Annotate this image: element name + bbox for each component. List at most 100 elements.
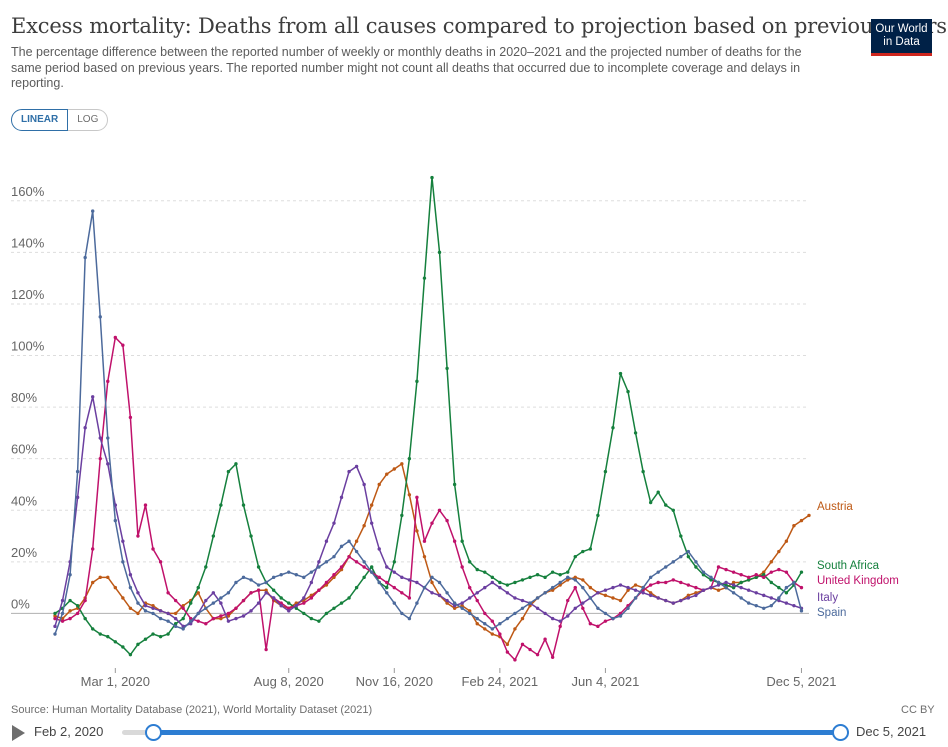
spain-point <box>543 591 547 595</box>
united-kingdom-point <box>437 508 442 512</box>
spain-point <box>400 611 404 616</box>
united-kingdom-point <box>543 637 547 641</box>
italy-point <box>339 495 344 500</box>
italy-label: Italy <box>817 592 838 604</box>
italy-point <box>407 578 412 582</box>
italy-point <box>656 596 660 600</box>
spain-point <box>317 565 321 569</box>
united-kingdom-point <box>91 547 95 551</box>
spain-point <box>626 606 630 610</box>
austria-point <box>603 593 608 598</box>
austria-point <box>392 467 396 471</box>
italy-point <box>558 619 562 623</box>
x-tick-label: Feb 24, 2021 <box>462 674 539 689</box>
south-africa-point <box>588 547 593 551</box>
italy-point <box>701 588 706 592</box>
spain-point <box>498 622 502 626</box>
south-africa-point <box>98 632 102 636</box>
play-icon[interactable] <box>12 725 25 741</box>
spain-point <box>256 583 261 587</box>
italy-point <box>317 560 321 564</box>
united-kingdom-point <box>113 335 118 340</box>
south-africa-point <box>656 490 660 494</box>
united-kingdom-point <box>648 583 653 587</box>
south-africa-point <box>452 482 457 487</box>
spain-point <box>422 585 427 590</box>
spain-point <box>468 611 472 616</box>
spain-point <box>339 544 344 549</box>
spain-point <box>189 619 193 623</box>
united-kingdom-point <box>498 632 502 636</box>
timeline-end-handle[interactable] <box>832 724 849 741</box>
x-tick-label: Mar 1, 2020 <box>81 674 150 689</box>
spain-point <box>754 603 758 608</box>
south-africa-point <box>618 371 623 376</box>
timeline-start-handle[interactable] <box>145 724 162 741</box>
spain-point <box>528 601 532 605</box>
south-africa-point <box>241 503 246 507</box>
source-note[interactable]: Source: Human Mortality Database (2021),… <box>11 704 373 716</box>
x-tick-label: Jun 4, 2021 <box>571 674 639 689</box>
spain-point <box>106 436 110 440</box>
south-africa-point <box>151 632 155 636</box>
spain-point <box>686 549 691 554</box>
south-africa-point <box>204 565 208 569</box>
spain-point <box>648 575 653 580</box>
italy-point <box>369 521 374 525</box>
license-label[interactable]: CC BY <box>901 704 935 716</box>
spain-point <box>475 616 479 621</box>
italy-point <box>166 611 170 616</box>
south-africa-point <box>400 513 404 518</box>
spain-point <box>784 585 789 590</box>
spain-point <box>309 570 314 574</box>
south-africa-point <box>445 366 449 371</box>
spain-point <box>151 611 155 616</box>
spain-point <box>694 560 698 564</box>
owid-logo[interactable]: Our World in Data <box>871 19 932 56</box>
south-africa-point <box>581 549 585 554</box>
italy-point <box>694 593 698 598</box>
log-scale-button[interactable]: LOG <box>68 109 109 131</box>
italy-point <box>106 462 110 466</box>
south-africa-point <box>422 276 427 280</box>
austria-point <box>626 588 630 592</box>
italy-point <box>452 603 457 608</box>
austria-point <box>173 611 178 616</box>
south-africa-point <box>799 570 804 574</box>
austria-point <box>196 591 200 595</box>
united-kingdom-point <box>679 580 683 585</box>
spain-point <box>746 601 751 605</box>
italy-point <box>60 598 65 603</box>
spain-point <box>226 591 231 595</box>
spain-point <box>219 596 223 600</box>
south-africa-point <box>415 379 419 384</box>
italy-point <box>287 609 291 613</box>
italy-point <box>256 601 261 605</box>
italy-point <box>437 593 442 598</box>
austria-point <box>731 580 736 585</box>
austria-point <box>68 609 72 613</box>
italy-point <box>626 585 630 590</box>
austria-point <box>452 606 457 610</box>
spain-point <box>664 565 668 569</box>
spain-point <box>588 596 593 600</box>
italy-point <box>460 601 464 605</box>
spain-point <box>558 580 562 585</box>
series-spain <box>53 209 804 636</box>
south-africa-point <box>287 601 291 605</box>
south-africa-point <box>498 580 502 585</box>
spain-point <box>762 606 766 610</box>
south-africa-point <box>679 534 683 538</box>
united-kingdom-point <box>475 598 479 603</box>
south-africa-point <box>550 570 555 574</box>
austria-point <box>588 585 593 590</box>
grid-lines <box>11 200 809 614</box>
austria-point <box>566 578 570 582</box>
south-africa-point <box>490 575 495 580</box>
united-kingdom-point <box>452 539 457 543</box>
south-africa-point <box>468 560 472 564</box>
spain-point <box>392 601 396 605</box>
italy-point <box>618 583 623 587</box>
linear-scale-button[interactable]: LINEAR <box>11 109 69 131</box>
austria-point <box>716 588 721 592</box>
